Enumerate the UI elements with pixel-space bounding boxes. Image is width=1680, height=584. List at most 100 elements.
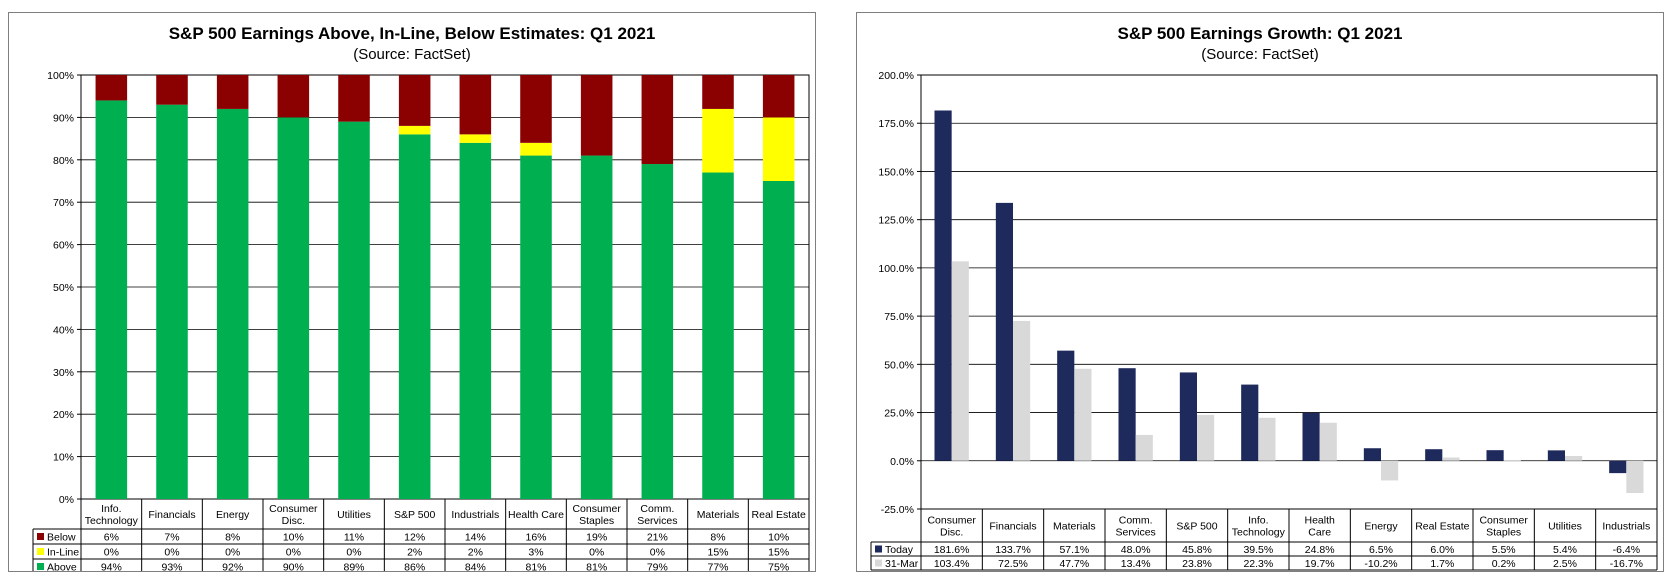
chart-title: S&P 500 Earnings Growth: Q1 2021 [1117,24,1402,43]
bar-in-line [762,117,795,181]
bar-below [277,75,310,118]
data-label: 7% [164,532,179,544]
y-tick-label: 70% [53,197,74,209]
bar-below [641,75,674,165]
data-label: 3% [528,547,543,559]
data-label: 13.4% [1121,558,1151,570]
bar-31-mar [1197,414,1215,461]
data-label: 89% [343,562,364,572]
legend-label: 31-Mar [885,558,919,570]
data-label: -6.4% [1613,544,1640,556]
category-label: Materials [1053,521,1096,533]
category-label: Energy [1364,521,1398,533]
y-tick-label: 10% [53,452,74,464]
data-label: 2% [468,547,483,559]
y-tick-label: 150.0% [878,166,914,178]
bar-below [216,75,249,109]
bar-today [1241,384,1259,461]
category-label: Industrials [1602,521,1650,533]
bar-below [95,75,128,101]
data-label: 5.5% [1492,544,1516,556]
y-tick-label: 125.0% [878,215,914,227]
data-label: 10% [768,532,789,544]
data-label: 93% [161,562,182,572]
data-label: 90% [283,562,304,572]
data-label: 23.8% [1182,558,1212,570]
bar-today [1486,450,1504,461]
data-label: 181.6% [934,544,970,556]
bar-above [95,100,128,499]
category-label: Utilities [337,509,371,521]
data-label: 0% [164,547,179,559]
bar-today [1118,368,1136,461]
chart-title: S&P 500 Earnings Above, In-Line, Below E… [169,24,656,43]
legend-swatch [37,548,44,555]
data-label: 57.1% [1059,544,1089,556]
y-tick-label: 80% [53,155,74,167]
bar-31-mar [1503,460,1521,462]
bar-in-line [520,142,552,156]
data-label: 72.5% [998,558,1028,570]
data-label: 133.7% [995,544,1031,556]
category-label: Financials [989,521,1036,533]
y-tick-label: 50% [53,282,74,294]
bar-31-mar [1442,457,1460,461]
data-label: 6.5% [1369,544,1393,556]
y-tick-label: 30% [53,367,74,379]
y-tick-label: 75.0% [884,311,914,323]
category-label: Real Estate [1415,521,1469,533]
plot-area [920,74,1658,510]
category-label: Consumer Disc. [927,515,976,539]
y-tick-label: 60% [53,240,74,252]
bar-today [1363,448,1381,461]
category-label: Info. Technology [85,503,139,527]
category-label: S&P 500 [394,509,435,521]
bar-31-mar [951,261,969,461]
data-label: 19% [586,532,607,544]
category-label: Materials [697,509,740,521]
data-label: 22.3% [1243,558,1273,570]
bar-31-mar [1013,320,1031,461]
legend-swatch [875,559,882,567]
data-label: 45.8% [1182,544,1212,556]
bar-today [995,202,1013,461]
legend-label: Above [47,562,77,572]
bar-today [1425,449,1443,461]
category-label: Info. Technology [1232,515,1286,539]
data-label: 8% [225,532,240,544]
bar-above [156,104,188,500]
data-label: 8% [710,532,725,544]
bar-above [520,155,552,499]
data-label: 0% [286,547,301,559]
data-label: 10% [283,532,304,544]
bar-below [580,75,613,156]
bar-in-line [459,134,492,143]
data-label: 94% [101,562,122,572]
data-label: 2% [407,547,422,559]
data-label: 86% [404,562,425,572]
data-label: 21% [647,532,668,544]
bar-above [580,155,613,499]
y-tick-label: 90% [53,112,74,124]
bar-today [1547,450,1565,461]
data-label: 39.5% [1243,544,1273,556]
category-label: Energy [216,509,250,521]
bar-today [1179,372,1197,461]
category-label: Financials [148,509,195,521]
bar-below [459,75,492,135]
legend-swatch [37,533,44,540]
bar-31-mar [1381,460,1399,481]
y-tick-label: 100.0% [878,263,914,275]
data-label: 0% [650,547,665,559]
data-label: 0% [346,547,361,559]
chart-subtitle: (Source: FactSet) [353,46,471,63]
earnings-growth-chart: S&P 500 Earnings Growth: Q1 2021 (Source:… [870,24,1658,571]
bar-below [398,75,431,126]
bar-above [762,181,795,499]
bar-below [338,75,370,122]
bar-below [156,75,188,105]
stacked-earnings-chart: S&P 500 Earnings Above, In-Line, Below E… [32,24,810,572]
data-label: 14% [465,532,486,544]
bar-today [1302,412,1320,461]
bar-31-mar [1565,455,1583,461]
